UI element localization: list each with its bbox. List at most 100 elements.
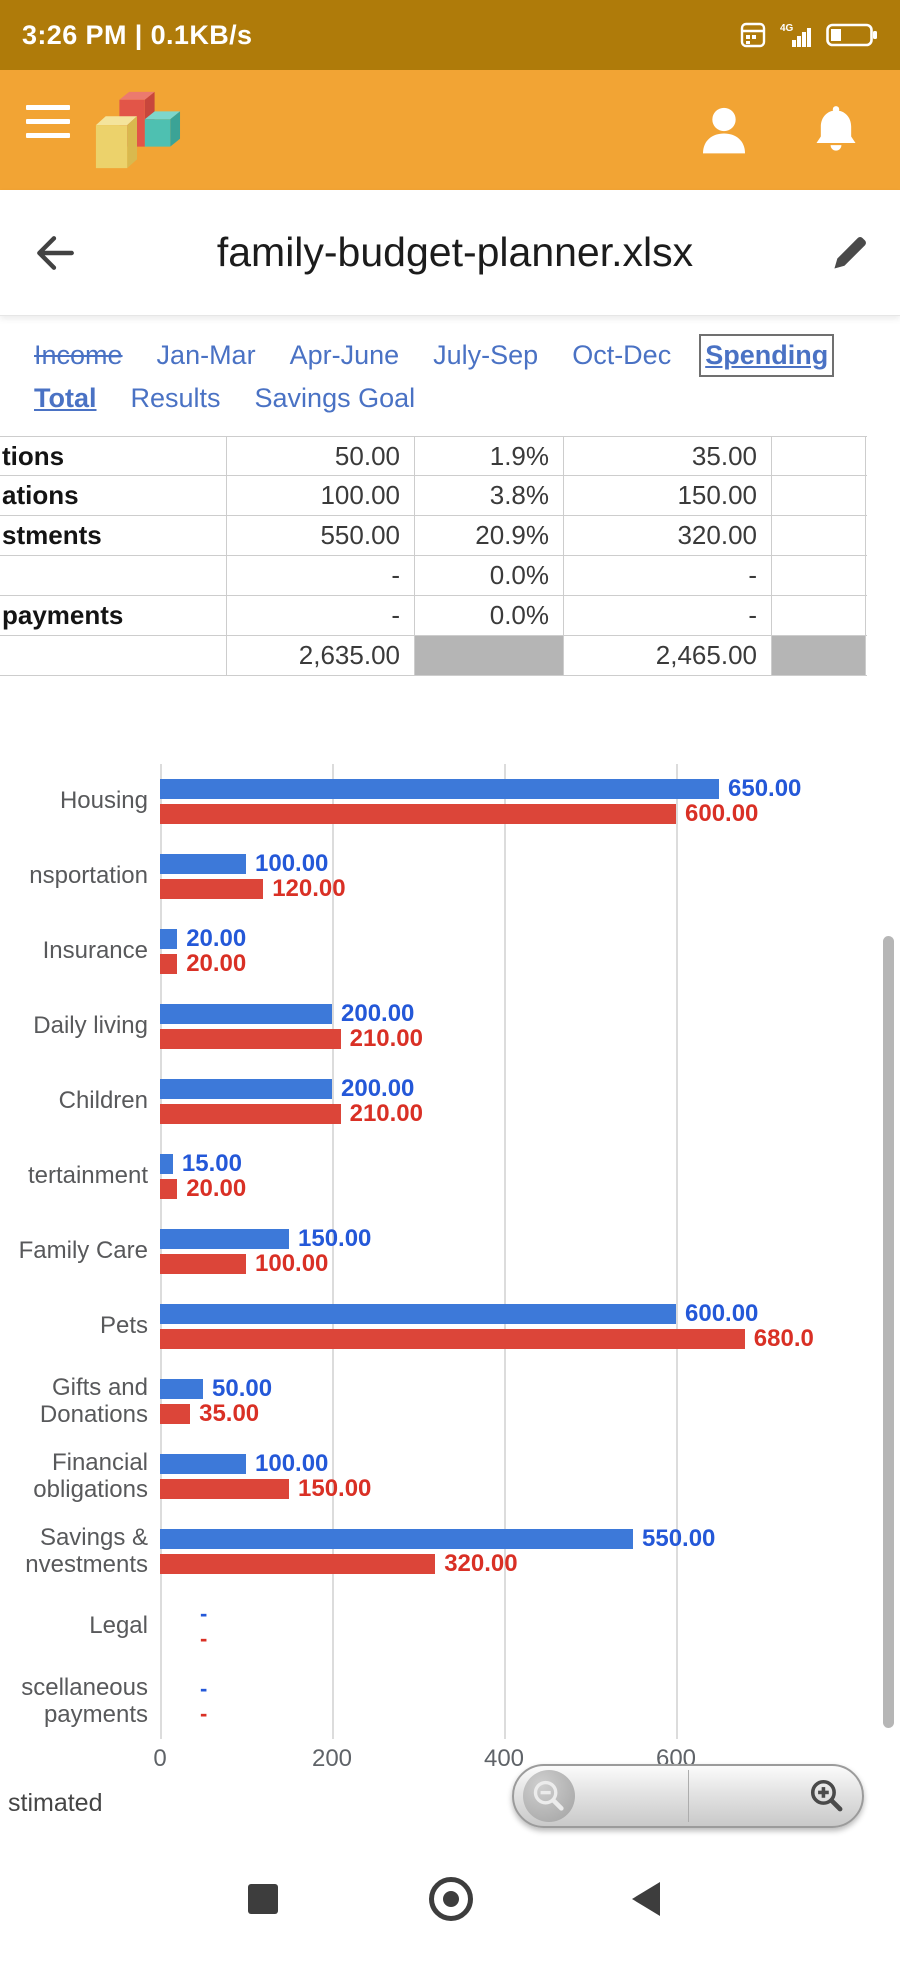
zoom-in-button[interactable] [801,1770,853,1822]
bar-value-label: 100.00 [255,1450,329,1477]
bar-value-label: 600.00 [685,800,759,827]
cell-percent-value[interactable]: 3.8% [415,476,564,515]
data-usage-icon [740,22,766,48]
pencil-edit-icon[interactable] [830,233,870,273]
cell-actual-value[interactable]: 150.00 [564,476,772,515]
bar-value-label: 120.00 [272,875,346,902]
back-triangle-icon[interactable] [632,1882,660,1916]
bar-value-label: - [200,1601,208,1626]
cell-extra[interactable] [772,596,866,635]
app-logo-3d-bars-icon [95,91,181,169]
magnifier-plus-icon [810,1779,843,1812]
x-tick-label: 0 [153,1745,167,1772]
cell-actual-value[interactable]: - [564,596,772,635]
status-icons: 4G [740,21,878,49]
sheet-tab-bar: Income Jan-Mar Apr-June July-Sep Oct-Dec Spen… [0,316,900,434]
sheet-tab-jan-mar[interactable]: Jan-Mar [156,340,256,370]
bar-actual [160,804,676,824]
sheet-tab-total[interactable]: Total [34,383,97,413]
x-tick-label: 200 [311,1745,353,1772]
sheet-tab-apr-june[interactable]: Apr-June [289,340,400,370]
chart-category-row: Financial obligations 100.00 150.00 [0,1439,900,1514]
cell-estimated-value[interactable]: - [227,596,415,635]
recents-square-icon[interactable] [248,1884,278,1914]
bar-value-label: 20.00 [186,950,247,977]
chart-category-label: Family Care [18,1237,148,1265]
zoom-out-button[interactable] [523,1770,575,1822]
chart-category-label: Legal [89,1612,148,1640]
bar-actual [160,1179,178,1199]
chart-category-label: Children [58,1087,148,1115]
cell-estimated-value[interactable]: 50.00 [227,437,415,475]
cell-category-label[interactable]: tions [0,437,227,475]
bar-value-label: 100.00 [255,850,329,877]
chart-category-label: scellaneous payments [21,1673,148,1728]
cell-percent-value[interactable] [415,636,564,675]
bar-actual [160,1329,745,1349]
bar-actual [160,1104,341,1124]
bar-value-label: 320.00 [444,1550,518,1577]
bar-value-label: 210.00 [349,1025,423,1052]
bar-value-label: 680.0 [753,1325,814,1352]
cell-percent-value[interactable]: 0.0% [415,596,564,635]
x-tick-label: 400 [483,1745,525,1772]
cell-extra[interactable] [772,476,866,515]
bell-icon[interactable] [810,103,862,157]
battery-icon [826,23,877,47]
chart-category-label: Pets [99,1312,148,1340]
sheet-tab-spending[interactable]: Spending [699,334,835,377]
bar-value-label: 20.00 [186,1175,247,1202]
bar-actual [160,1254,246,1274]
bar-actual [160,879,264,899]
sheet-tab-july-sep[interactable]: July-Sep [433,340,539,370]
cell-actual-value[interactable]: - [564,556,772,595]
android-nav-bar [0,1844,900,1968]
cell-category-label[interactable]: stments [0,516,227,555]
cell-extra[interactable] [772,636,866,675]
sheet-tab-oct-dec[interactable]: Oct-Dec [572,340,672,370]
table-row: payments -0.0% - [0,596,867,636]
chart-category-label: Gifts and Donations [39,1373,148,1428]
cell-category-label[interactable] [0,556,227,595]
table-row: -0.0% - [0,556,867,596]
chart-category-row: Insurance 20.00 20.00 [0,914,900,989]
cell-actual-value[interactable]: 320.00 [564,516,772,555]
sheet-tab-savings-goal[interactable]: Savings Goal [254,383,416,413]
cell-estimated-value[interactable]: - [227,556,415,595]
cell-percent-value[interactable]: 0.0% [415,556,564,595]
signal-4g-icon: 4G [780,23,811,47]
bar-value-label: - [200,1626,208,1651]
cell-percent-value[interactable]: 1.9% [415,437,564,475]
document-title: family-budget-planner.xlsx [216,229,694,275]
hamburger-menu-icon[interactable] [26,104,70,138]
cell-category-label[interactable] [0,636,227,675]
cell-category-label[interactable]: payments [0,596,227,635]
cell-actual-value[interactable]: 2,465.00 [564,636,772,675]
chart-category-row: Housing 650.00 600.00 [0,764,900,839]
chart-category-row: Savings & nvestments 550.00 320.00 [0,1514,900,1589]
cell-actual-value[interactable]: 35.00 [564,437,772,475]
person-icon[interactable] [696,102,752,158]
bar-value-label: 600.00 [685,1300,759,1327]
cell-category-label[interactable]: ations [0,476,227,515]
sheet-tab-results[interactable]: Results [130,383,221,413]
cell-estimated-value[interactable]: 100.00 [227,476,415,515]
cell-extra[interactable] [772,556,866,595]
back-arrow-icon[interactable] [30,230,80,276]
zoom-control[interactable] [512,1764,864,1828]
chart-category-label: Daily living [33,1012,148,1040]
bar-estimated [160,1454,246,1474]
bar-actual [160,1029,341,1049]
cell-estimated-value[interactable]: 2,635.00 [227,636,415,675]
chart-category-row: Legal - - [0,1589,900,1664]
home-circle-icon[interactable] [429,1877,473,1921]
cell-extra[interactable] [772,516,866,555]
cell-extra[interactable] [772,437,866,475]
chart-category-label: Financial obligations [33,1448,148,1503]
cell-estimated-value[interactable]: 550.00 [227,516,415,555]
vertical-scrollbar[interactable] [883,936,894,1728]
bar-value-label: 100.00 [255,1250,329,1277]
spending-bar-chart: Housing 650.00 600.00 nsportation 100.00 120.… [0,764,900,1844]
cell-percent-value[interactable]: 20.9% [415,516,564,555]
sheet-tab-income[interactable]: Income [34,340,123,370]
